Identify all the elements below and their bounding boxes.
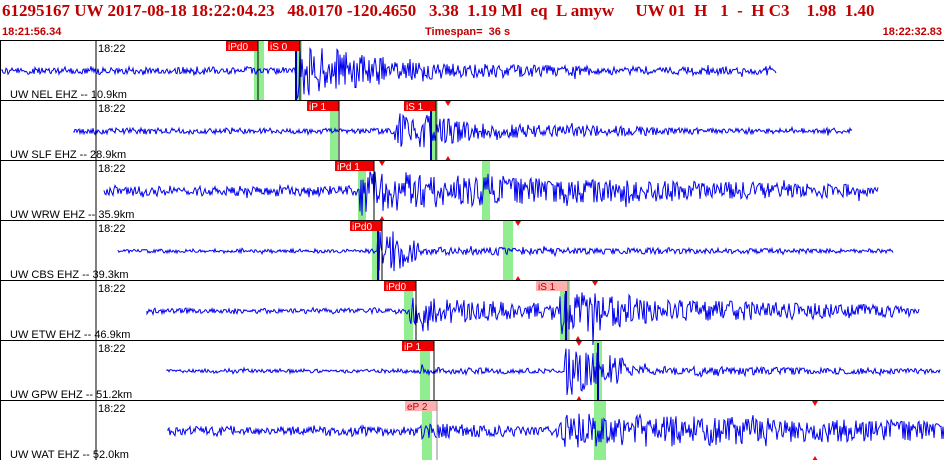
station-label: UW WAT EHZ -- 52.0km <box>10 449 129 460</box>
waveform-trace[interactable] <box>167 412 944 448</box>
pick-flag[interactable] <box>402 341 434 351</box>
timespan-label: Timespan= 36 s <box>425 26 511 38</box>
station-label: UW GPW EHZ -- 51.2km <box>10 389 132 401</box>
pick-label[interactable]: iPd 1 <box>337 162 360 173</box>
header-divider <box>0 40 944 41</box>
event-title: 61295167 UW 2017-08-18 18:22:04.23 48.01… <box>2 1 875 20</box>
start-time: 18:21:56.34 <box>2 26 62 38</box>
pick-zone <box>254 41 264 101</box>
pick-flag[interactable] <box>536 281 568 291</box>
pick-zone <box>594 401 606 460</box>
station-label: UW ETW EHZ -- 46.9km <box>10 329 130 341</box>
phase-marker-up <box>576 396 582 401</box>
phase-marker-down <box>445 101 451 106</box>
pick-label[interactable]: iS 1 <box>538 282 556 293</box>
pick-zone <box>422 401 432 460</box>
phase-marker-up <box>575 336 581 341</box>
pick-flag[interactable] <box>405 401 437 411</box>
tick-label: 18:22 <box>98 283 126 295</box>
waveform-trace[interactable] <box>103 171 879 216</box>
phase-marker-up <box>515 276 521 281</box>
waveform-trace[interactable] <box>146 292 920 346</box>
pick-zone <box>432 101 438 161</box>
pick-flag[interactable] <box>350 221 382 231</box>
pick-flag[interactable] <box>335 161 374 171</box>
pick-flag[interactable] <box>404 101 436 111</box>
waveform-trace[interactable] <box>166 348 941 395</box>
phase-marker-down <box>515 221 521 226</box>
header-bar: 61295167 UW 2017-08-18 18:22:04.23 48.01… <box>0 0 944 40</box>
phase-marker-up <box>445 156 451 161</box>
pick-zone <box>358 161 366 221</box>
pick-flag[interactable] <box>307 101 339 111</box>
station-label: UW SLF EHZ -- 28.9km <box>10 149 126 161</box>
phase-marker-up <box>812 456 818 460</box>
pick-label[interactable]: iPd0 <box>228 42 248 53</box>
station-label: UW NEL EHZ -- 10.9km <box>10 89 127 101</box>
station-label: UW CBS EHZ -- 39.3km <box>10 269 129 281</box>
phase-marker-down <box>379 161 385 166</box>
tick-label: 18:22 <box>98 343 126 355</box>
pick-label[interactable]: iP 1 <box>404 342 421 353</box>
phase-marker-down <box>812 401 818 406</box>
phase-marker-up <box>379 216 385 221</box>
phase-marker-down <box>576 341 582 346</box>
pick-flag[interactable] <box>268 41 300 51</box>
tick-label: 18:22 <box>98 223 126 235</box>
waveform-trace[interactable] <box>73 113 853 148</box>
pick-flag[interactable] <box>226 41 258 51</box>
waveform-trace[interactable] <box>117 230 894 272</box>
pick-zone <box>482 161 490 221</box>
station-label: UW WRW EHZ -- 35.9km <box>10 209 134 221</box>
pick-flag[interactable] <box>384 281 416 291</box>
tick-label: 18:22 <box>98 43 126 55</box>
pick-label[interactable]: iS 0 <box>270 42 288 53</box>
tick-label: 18:22 <box>98 163 126 175</box>
pick-label[interactable]: iPd0 <box>386 282 406 293</box>
tick-label: 18:22 <box>98 103 126 115</box>
pick-label[interactable]: iP 1 <box>309 102 326 113</box>
pick-label[interactable]: eP 2 <box>407 402 428 413</box>
pick-label[interactable]: iS 1 <box>406 102 424 113</box>
waveform-trace[interactable] <box>1 46 777 99</box>
tick-label: 18:22 <box>98 403 126 415</box>
pick-label[interactable]: iPd0 <box>352 222 372 233</box>
end-time: 18:22:32.83 <box>882 26 942 38</box>
phase-marker-down <box>592 281 598 286</box>
